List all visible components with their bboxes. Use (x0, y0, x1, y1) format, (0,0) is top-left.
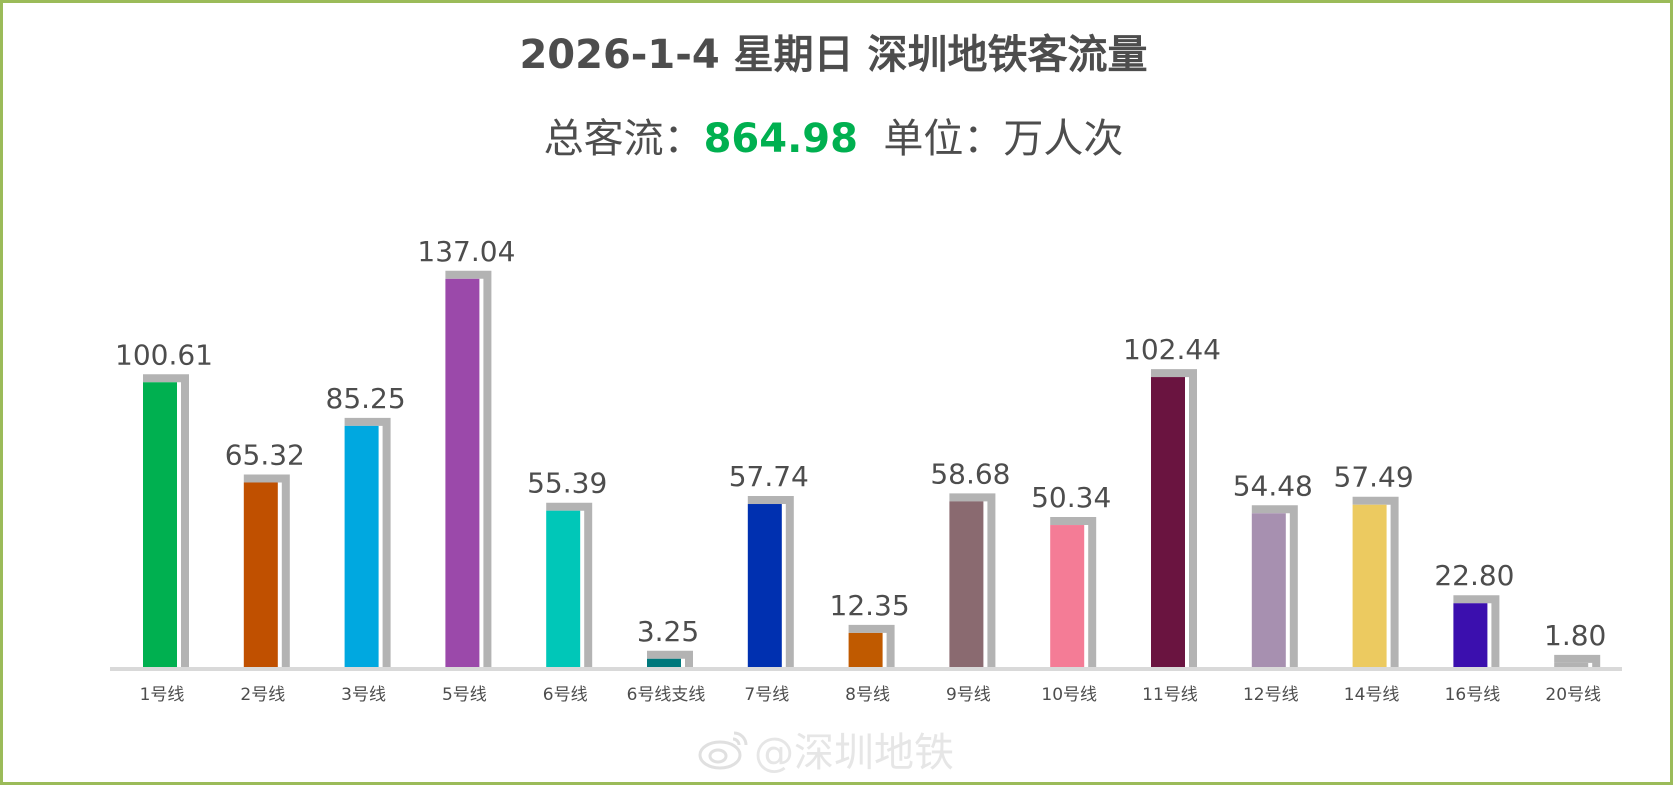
tick-label: 9号线 (946, 685, 991, 705)
tick-label: 7号线 (744, 685, 789, 705)
bar (848, 632, 883, 668)
tick-label: 3号线 (341, 685, 386, 705)
data-label: 3.25 (637, 615, 699, 648)
bar (1554, 662, 1589, 668)
data-label: 1.80 (1544, 619, 1606, 652)
bar-shadow (1151, 369, 1197, 668)
total-prefix: 总客流： (543, 116, 704, 162)
labels-layer: 100.61 1号线 65.32 2号线 85.25 3号线 137.04 5号线 55.39 6… (115, 235, 1606, 705)
bar-shadow (747, 496, 794, 668)
tick-label: 11号线 (1142, 685, 1198, 705)
bar (1050, 525, 1085, 668)
tick-label: 14号线 (1344, 685, 1400, 705)
tick-label: 5号线 (442, 685, 487, 705)
watermark-text: @深圳地铁 (754, 730, 954, 776)
bar-shadow (1554, 654, 1601, 668)
chart-title: 2026-1-4 星期日 深圳地铁客流量 (519, 32, 1148, 78)
bar (143, 382, 177, 668)
bar-shadow (949, 493, 996, 668)
bar-shadow (647, 650, 693, 668)
bar-shadow (1050, 517, 1097, 668)
tick-label: 12号线 (1243, 685, 1299, 705)
bar (747, 504, 782, 668)
bars-layer (143, 270, 1601, 668)
bar (647, 658, 681, 668)
bar-shadow (1352, 496, 1399, 668)
data-label: 50.34 (1031, 481, 1111, 514)
weibo-icon (698, 731, 748, 770)
tick-label: 2号线 (240, 685, 285, 705)
bar-shadow (1453, 595, 1500, 668)
bar-shadow (1251, 505, 1298, 668)
bar (243, 482, 278, 668)
bar-shadow (848, 624, 895, 668)
bar (1151, 377, 1185, 668)
data-label: 100.61 (115, 338, 213, 371)
bar-shadow (546, 502, 593, 668)
data-label: 102.44 (1123, 333, 1221, 366)
data-label: 54.48 (1233, 469, 1313, 502)
chart-subtitle: 总客流：864.98 单位：万人次 (0, 106, 1667, 164)
data-label: 12.35 (830, 589, 910, 622)
data-label: 65.32 (225, 438, 305, 471)
data-label: 58.68 (930, 457, 1010, 490)
tick-label: 1号线 (140, 685, 185, 705)
data-label: 57.74 (729, 460, 809, 493)
data-label: 55.39 (527, 467, 607, 500)
tick-label: 10号线 (1041, 685, 1097, 705)
tick-label: 16号线 (1445, 685, 1501, 705)
unit-text: 单位：万人次 (883, 116, 1124, 162)
bar-shadow (243, 474, 290, 668)
total-value: 864.98 (703, 116, 858, 162)
tick-label: 8号线 (845, 685, 890, 705)
data-label: 22.80 (1434, 559, 1514, 592)
tick-label: 6号线支线 (627, 685, 706, 705)
data-label: 57.49 (1334, 461, 1414, 494)
bar-shadow (445, 270, 492, 668)
watermark: @深圳地铁 (696, 720, 954, 778)
bar-shadow (143, 374, 189, 668)
bar (949, 501, 984, 668)
bar (546, 510, 581, 668)
bar (1251, 513, 1286, 668)
bar-shadow (344, 417, 391, 668)
tick-label: 20号线 (1545, 685, 1601, 705)
bar (1352, 504, 1387, 668)
bar (344, 425, 379, 668)
bar (1453, 603, 1488, 668)
data-label: 85.25 (326, 382, 406, 415)
data-label: 137.04 (417, 235, 515, 268)
tick-label: 6号线 (543, 685, 588, 705)
bar (445, 278, 480, 668)
